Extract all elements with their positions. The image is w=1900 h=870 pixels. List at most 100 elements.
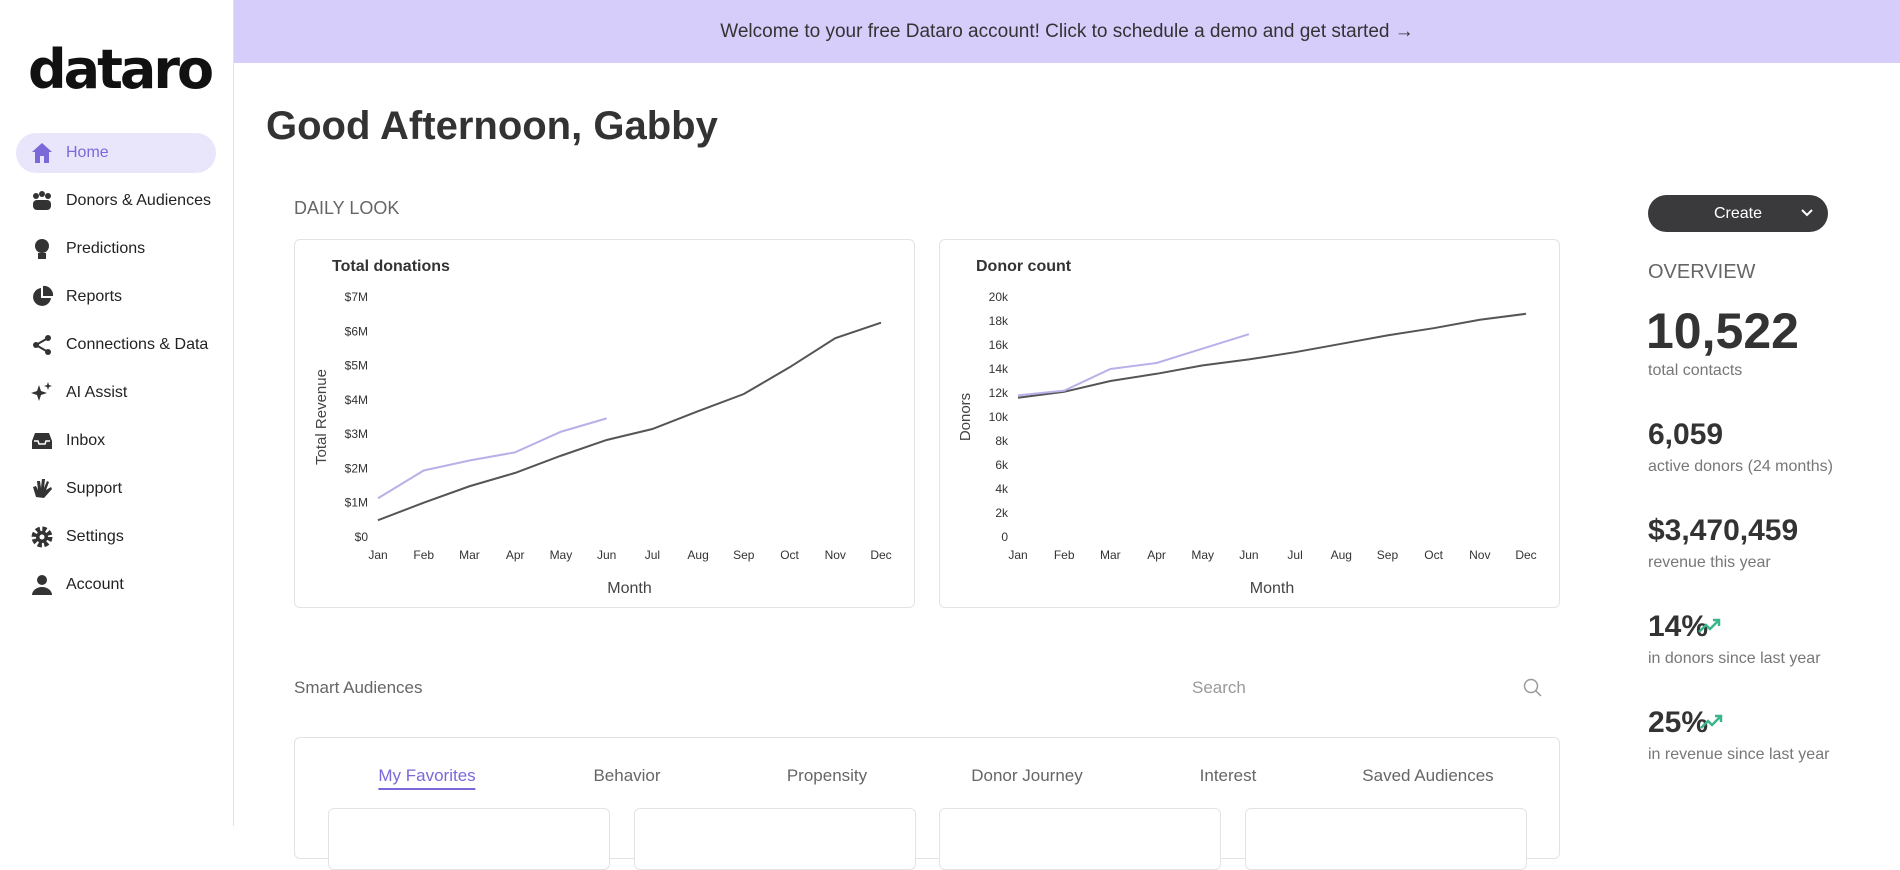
- chevron: [1801, 209, 1813, 217]
- y-tick-label: 0: [1001, 530, 1008, 544]
- y-tick-label: $5M: [345, 359, 368, 373]
- y-axis-label: Total Revenue: [313, 369, 330, 465]
- y-tick-label: 4k: [995, 482, 1009, 496]
- tab[interactable]: Interest: [1199, 766, 1257, 785]
- nav-item[interactable]: Account: [16, 565, 216, 605]
- x-tick-label: Jan: [1008, 548, 1027, 562]
- icon: [33, 479, 52, 498]
- search-icon[interactable]: [1523, 678, 1543, 698]
- audience-tile[interactable]: [328, 808, 610, 870]
- nav-label: Inbox: [66, 432, 106, 449]
- nav-item[interactable]: Settings: [16, 517, 216, 557]
- y-tick-label: 10k: [989, 410, 1009, 424]
- x-tick-label: Apr: [1147, 548, 1166, 562]
- greeting: Good Afternoon, Gabby: [266, 104, 718, 148]
- y-tick-label: 16k: [989, 338, 1009, 352]
- icon: [31, 382, 52, 401]
- nav-label: Predictions: [66, 240, 146, 257]
- line-series: [1017, 333, 1250, 397]
- section-title: Smart Audiences: [294, 678, 423, 697]
- tab[interactable]: Propensity: [786, 766, 868, 785]
- y-tick-label: $0: [355, 530, 369, 544]
- audience-tile[interactable]: [1245, 808, 1527, 870]
- x-tick-label: May: [550, 548, 573, 562]
- chart-title: Donor count: [976, 258, 1072, 275]
- x-tick-label: May: [1191, 548, 1214, 562]
- stat-label: total contacts: [1648, 362, 1743, 379]
- trend-icon: [1698, 618, 1721, 633]
- y-tick-label: 12k: [989, 386, 1009, 400]
- nav-label: Donors & Audiences: [66, 192, 211, 209]
- line-series: [377, 417, 607, 500]
- nav-item[interactable]: Reports: [16, 277, 216, 317]
- icon: [32, 575, 52, 595]
- x-tick-label: Jun: [597, 548, 616, 562]
- nav-label: Home: [66, 144, 109, 161]
- x-tick-label: Nov: [1469, 548, 1490, 562]
- nav-label: Settings: [66, 528, 124, 545]
- x-tick-label: Jul: [645, 548, 660, 562]
- nav-item[interactable]: Home: [16, 133, 216, 173]
- x-tick-label: Sep: [1377, 548, 1399, 562]
- search-input[interactable]: Search: [1192, 678, 1246, 697]
- icon: [32, 143, 52, 163]
- y-tick-label: $1M: [345, 496, 368, 510]
- y-tick-label: 18k: [989, 314, 1009, 328]
- icon: [33, 191, 51, 210]
- x-axis-label: Month: [1250, 580, 1294, 597]
- nav-label: Account: [66, 576, 124, 593]
- x-tick-label: Oct: [780, 548, 799, 562]
- nav-item[interactable]: Inbox: [16, 421, 216, 461]
- stat-value: 10,522: [1646, 303, 1799, 359]
- y-tick-label: $6M: [345, 324, 368, 338]
- icon: [32, 433, 52, 449]
- stat-label: in donors since last year: [1648, 650, 1821, 667]
- icon: [33, 335, 51, 355]
- nav-label: Reports: [66, 288, 123, 305]
- button-label: Create: [1713, 204, 1763, 222]
- x-tick-label: Mar: [459, 548, 480, 562]
- icon: [31, 526, 53, 548]
- chart-card: Donor count Month Donors 0 2k 4k 6k 8k 10k 12k 14k…: [939, 239, 1560, 608]
- section-title: DAILY LOOK: [294, 198, 400, 218]
- nav-label: Connections & Data: [66, 336, 209, 353]
- x-tick-label: Aug: [1331, 548, 1352, 562]
- x-tick-label: Aug: [687, 548, 708, 562]
- stat-value: 14%: [1648, 610, 1709, 643]
- nav-item[interactable]: Connections & Data: [16, 325, 216, 365]
- x-tick-label: Jan: [368, 548, 387, 562]
- x-tick-label: Oct: [1424, 548, 1443, 562]
- create-button[interactable]: Create: [1648, 195, 1828, 232]
- nav-label: Support: [66, 480, 123, 497]
- x-axis-label: Month: [607, 580, 651, 597]
- y-tick-label: $2M: [345, 461, 368, 475]
- stat-value: 6,059: [1648, 418, 1724, 451]
- stat-label: revenue this year: [1648, 554, 1771, 571]
- nav-item[interactable]: AI Assist: [16, 373, 216, 413]
- audience-tile[interactable]: [939, 808, 1221, 870]
- chart-card: Total donations Month Total Revenue $0 $1M $2…: [294, 239, 915, 608]
- line-series: [377, 321, 882, 522]
- tab[interactable]: Behavior: [593, 766, 661, 785]
- audience-tile[interactable]: [634, 808, 916, 870]
- icon: [35, 239, 49, 259]
- y-tick-label: 6k: [995, 458, 1009, 472]
- x-tick-label: Nov: [825, 548, 846, 562]
- x-tick-label: Feb: [1054, 548, 1075, 562]
- nav-item[interactable]: Predictions: [16, 229, 216, 269]
- stat-label: in revenue since last year: [1648, 746, 1830, 763]
- icon: [33, 285, 54, 306]
- tab[interactable]: My Favorites: [378, 766, 476, 790]
- nav-item[interactable]: Support: [16, 469, 216, 509]
- y-tick-label: 2k: [995, 506, 1009, 520]
- tab[interactable]: Saved Audiences: [1362, 766, 1494, 785]
- banner[interactable]: Welcome to your free Dataro account! Cli…: [234, 0, 1900, 63]
- chart: Total donations Month Total Revenue $0 $1M $2…: [313, 258, 892, 597]
- logo[interactable]: dataro: [28, 38, 214, 101]
- nav-item[interactable]: Donors & Audiences: [16, 181, 216, 221]
- tab[interactable]: Donor Journey: [971, 766, 1083, 785]
- sidebar: dataro Home Donors & Audiences Predictio…: [0, 0, 234, 826]
- x-tick-label: Jun: [1239, 548, 1258, 562]
- chart: Donor count Month Donors 0 2k 4k 6k 8k 10k 12k 14k…: [957, 258, 1537, 597]
